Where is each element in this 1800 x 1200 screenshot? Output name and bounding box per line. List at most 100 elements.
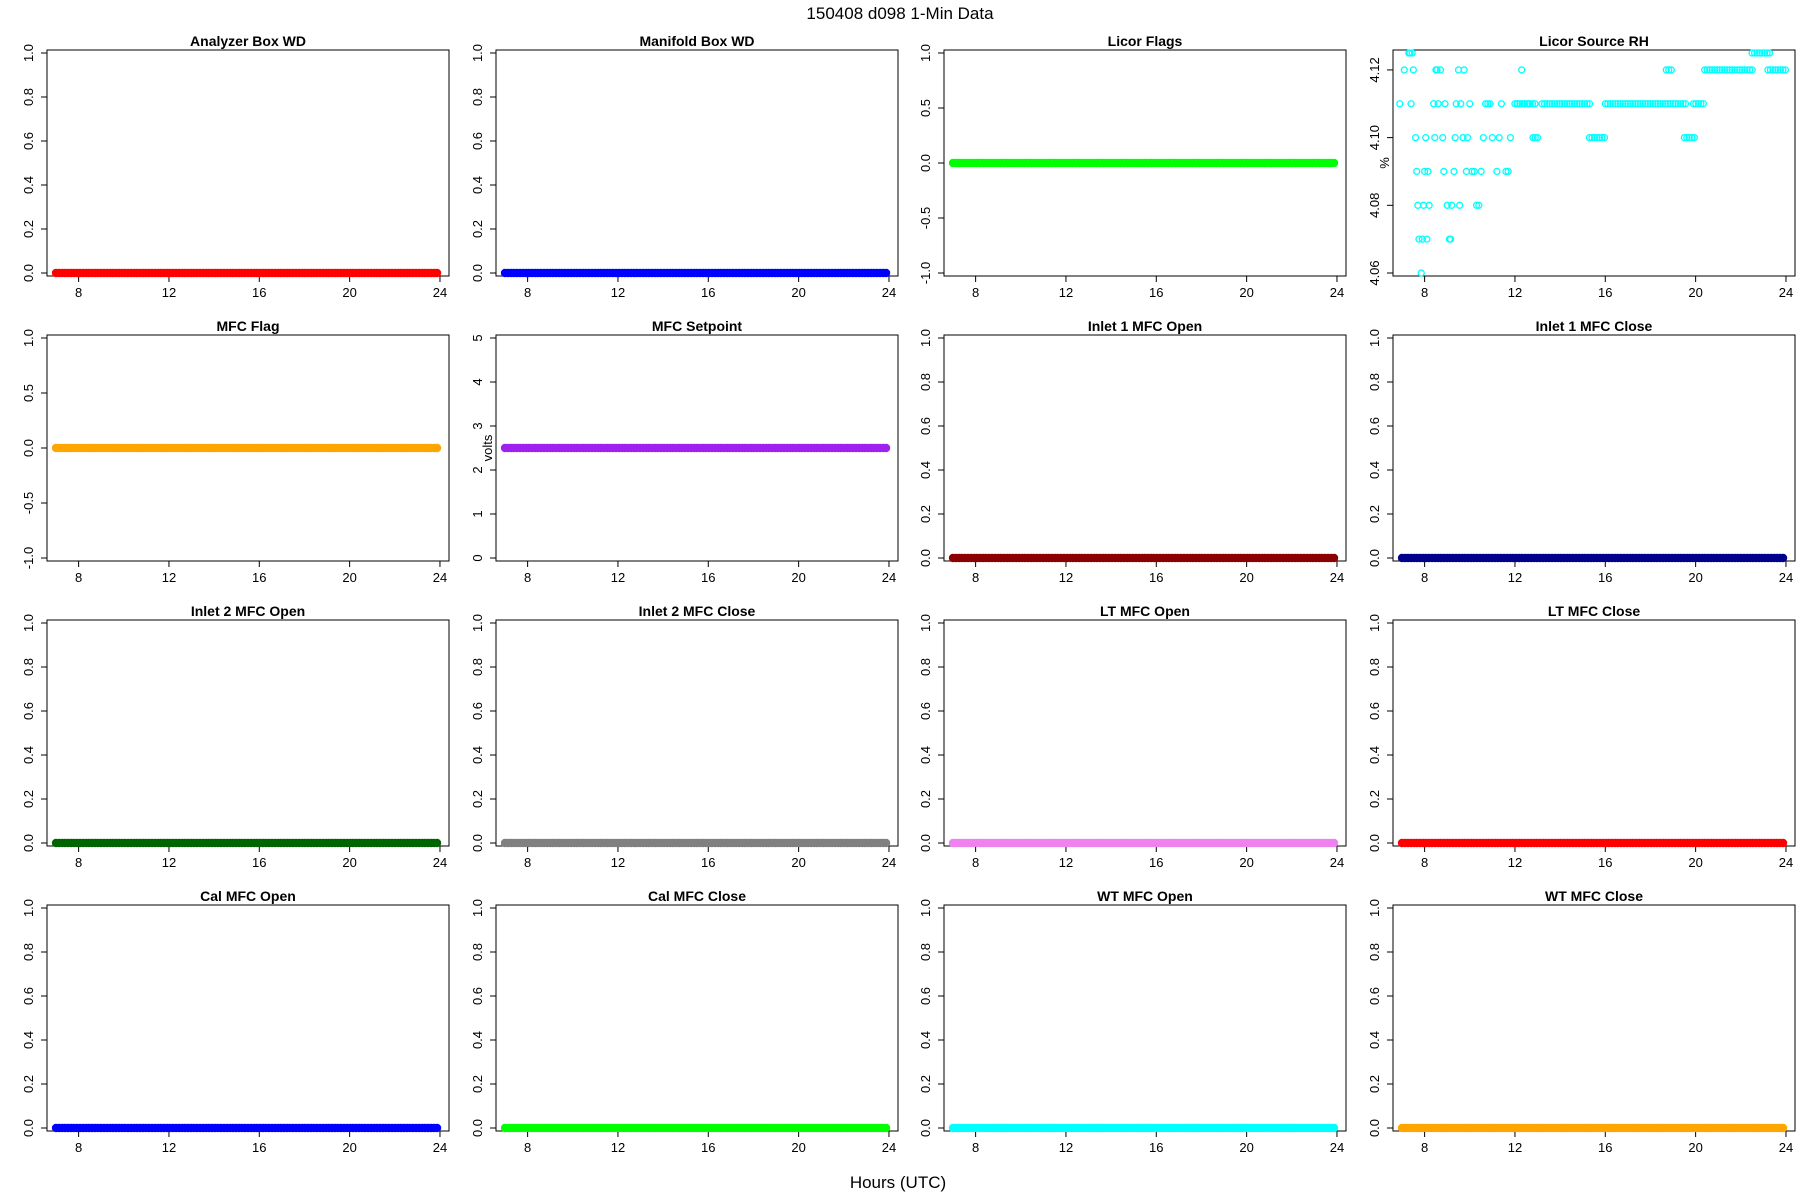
x-tick-label: 24 xyxy=(433,855,447,870)
data-point xyxy=(1560,100,1569,108)
figure-title: 150408 d098 1-Min Data xyxy=(806,4,994,23)
y-tick-label: 0.8 xyxy=(21,88,36,106)
y-tick-label: 0.4 xyxy=(470,746,485,764)
data-point xyxy=(1531,100,1539,108)
y-tick-label: 1.0 xyxy=(918,329,933,347)
plot-frame xyxy=(1392,619,1796,847)
data-point xyxy=(1484,100,1492,108)
x-tick-label: 24 xyxy=(1779,570,1793,585)
data-point xyxy=(1676,100,1685,108)
data-point xyxy=(1716,66,1724,74)
x-tick-label: 12 xyxy=(611,1140,625,1155)
data-point xyxy=(1674,100,1682,108)
data-point xyxy=(1679,100,1687,108)
y-tick-label: 0.8 xyxy=(1367,658,1382,676)
panel-title: Cal MFC Open xyxy=(200,888,296,904)
data-point xyxy=(1741,66,1749,74)
data-point xyxy=(1431,133,1439,142)
x-tick-label: 12 xyxy=(162,570,176,585)
data-run xyxy=(1669,100,1690,108)
data-point xyxy=(1506,133,1515,142)
x-tick-label: 20 xyxy=(1239,1140,1253,1155)
x-tick-label: 12 xyxy=(611,570,625,585)
y-tick-label: 0.2 xyxy=(918,505,933,523)
y-tick-label: 0.2 xyxy=(470,790,485,808)
y-tick-label: 4 xyxy=(470,378,485,385)
x-tick-label: 8 xyxy=(75,1140,82,1155)
data-point xyxy=(1575,100,1584,108)
panel-title: Manifold Box WD xyxy=(639,33,754,49)
x-tick-label: 12 xyxy=(1059,855,1073,870)
x-tick-label: 16 xyxy=(252,1140,266,1155)
x-tick-label: 24 xyxy=(1779,855,1793,870)
y-tick-label: 0.8 xyxy=(470,658,485,676)
y-tick-label: 0.6 xyxy=(470,987,485,1005)
chart-panel: LT MFC Close 8 12 16 20 24 0.0 0.2 0.4 0.6 0.8 1.0 xyxy=(1367,603,1796,870)
x-tick-label: 24 xyxy=(1330,285,1344,300)
data-point xyxy=(1619,100,1627,108)
x-tick-label: 20 xyxy=(1688,1140,1702,1155)
data-point xyxy=(1521,100,1529,108)
data-point xyxy=(1446,235,1455,243)
data-point xyxy=(1701,66,1709,74)
data-run xyxy=(51,268,442,278)
x-tick-label: 12 xyxy=(1059,1140,1073,1155)
data-point xyxy=(1662,66,1670,74)
data-point xyxy=(1624,100,1632,108)
x-tick-label: 20 xyxy=(791,570,805,585)
y-tick-label: 0.8 xyxy=(470,88,485,106)
data-point xyxy=(1689,100,1698,108)
y-tick-label: 0.0 xyxy=(1367,549,1382,567)
data-point xyxy=(1644,100,1652,108)
x-tick-label: 16 xyxy=(701,1140,715,1155)
data-point xyxy=(1448,201,1456,209)
y-tick-label: 0.0 xyxy=(21,1119,36,1137)
data-point xyxy=(1595,133,1604,142)
x-tick-label: 20 xyxy=(1239,285,1253,300)
data-run xyxy=(948,158,1339,168)
data-point xyxy=(881,1123,891,1133)
data-point xyxy=(1588,133,1596,142)
data-point xyxy=(1590,133,1599,142)
data-point xyxy=(1433,66,1441,74)
data-point xyxy=(1528,100,1537,108)
x-tick-label: 24 xyxy=(1779,1140,1793,1155)
x-tick-label: 8 xyxy=(524,570,531,585)
y-tick-label: 0.0 xyxy=(470,1119,485,1137)
data-point xyxy=(1669,100,1677,108)
x-tick-label: 20 xyxy=(342,855,356,870)
data-point xyxy=(1736,66,1744,74)
y-tick-label: 1 xyxy=(470,510,485,517)
x-tick-label: 24 xyxy=(433,570,447,585)
x-tick-label: 8 xyxy=(972,1140,979,1155)
data-point xyxy=(1688,133,1696,142)
plot-frame xyxy=(495,334,899,562)
data-point xyxy=(1450,167,1458,176)
data-point xyxy=(1329,553,1339,563)
panel-title: WT MFC Close xyxy=(1545,888,1643,904)
x-tick-label: 16 xyxy=(701,570,715,585)
x-tick-label: 12 xyxy=(1508,855,1522,870)
data-point xyxy=(1497,100,1506,108)
plot-frame xyxy=(46,619,450,847)
data-point xyxy=(1396,100,1404,108)
data-point xyxy=(1649,100,1657,108)
chart-panel: Inlet 1 MFC Close 8 12 16 20 24 0.0 0.2 0.4 0.6 0.… xyxy=(1367,318,1796,585)
data-point xyxy=(1766,66,1775,74)
data-point xyxy=(1504,167,1512,176)
y-tick-label: 0.4 xyxy=(21,746,36,764)
chart-panel: Cal MFC Open 8 12 16 20 24 0.0 0.2 0.4 0.6 0.8 1.0 xyxy=(21,888,450,1155)
y-tick-label: 0.4 xyxy=(918,1031,933,1049)
x-tick-label: 16 xyxy=(1149,855,1163,870)
data-point xyxy=(1748,66,1756,74)
y-tick-label: 4.10 xyxy=(1367,125,1382,150)
x-tick-label: 12 xyxy=(611,855,625,870)
data-point xyxy=(1455,201,1464,209)
data-point xyxy=(1680,133,1688,142)
x-tick-label: 16 xyxy=(252,570,266,585)
x-tick-label: 8 xyxy=(972,855,979,870)
plot-frame xyxy=(46,49,450,277)
plot-frame xyxy=(943,619,1347,847)
y-axis-label: volts xyxy=(480,434,495,461)
y-tick-label: 0.6 xyxy=(1367,987,1382,1005)
